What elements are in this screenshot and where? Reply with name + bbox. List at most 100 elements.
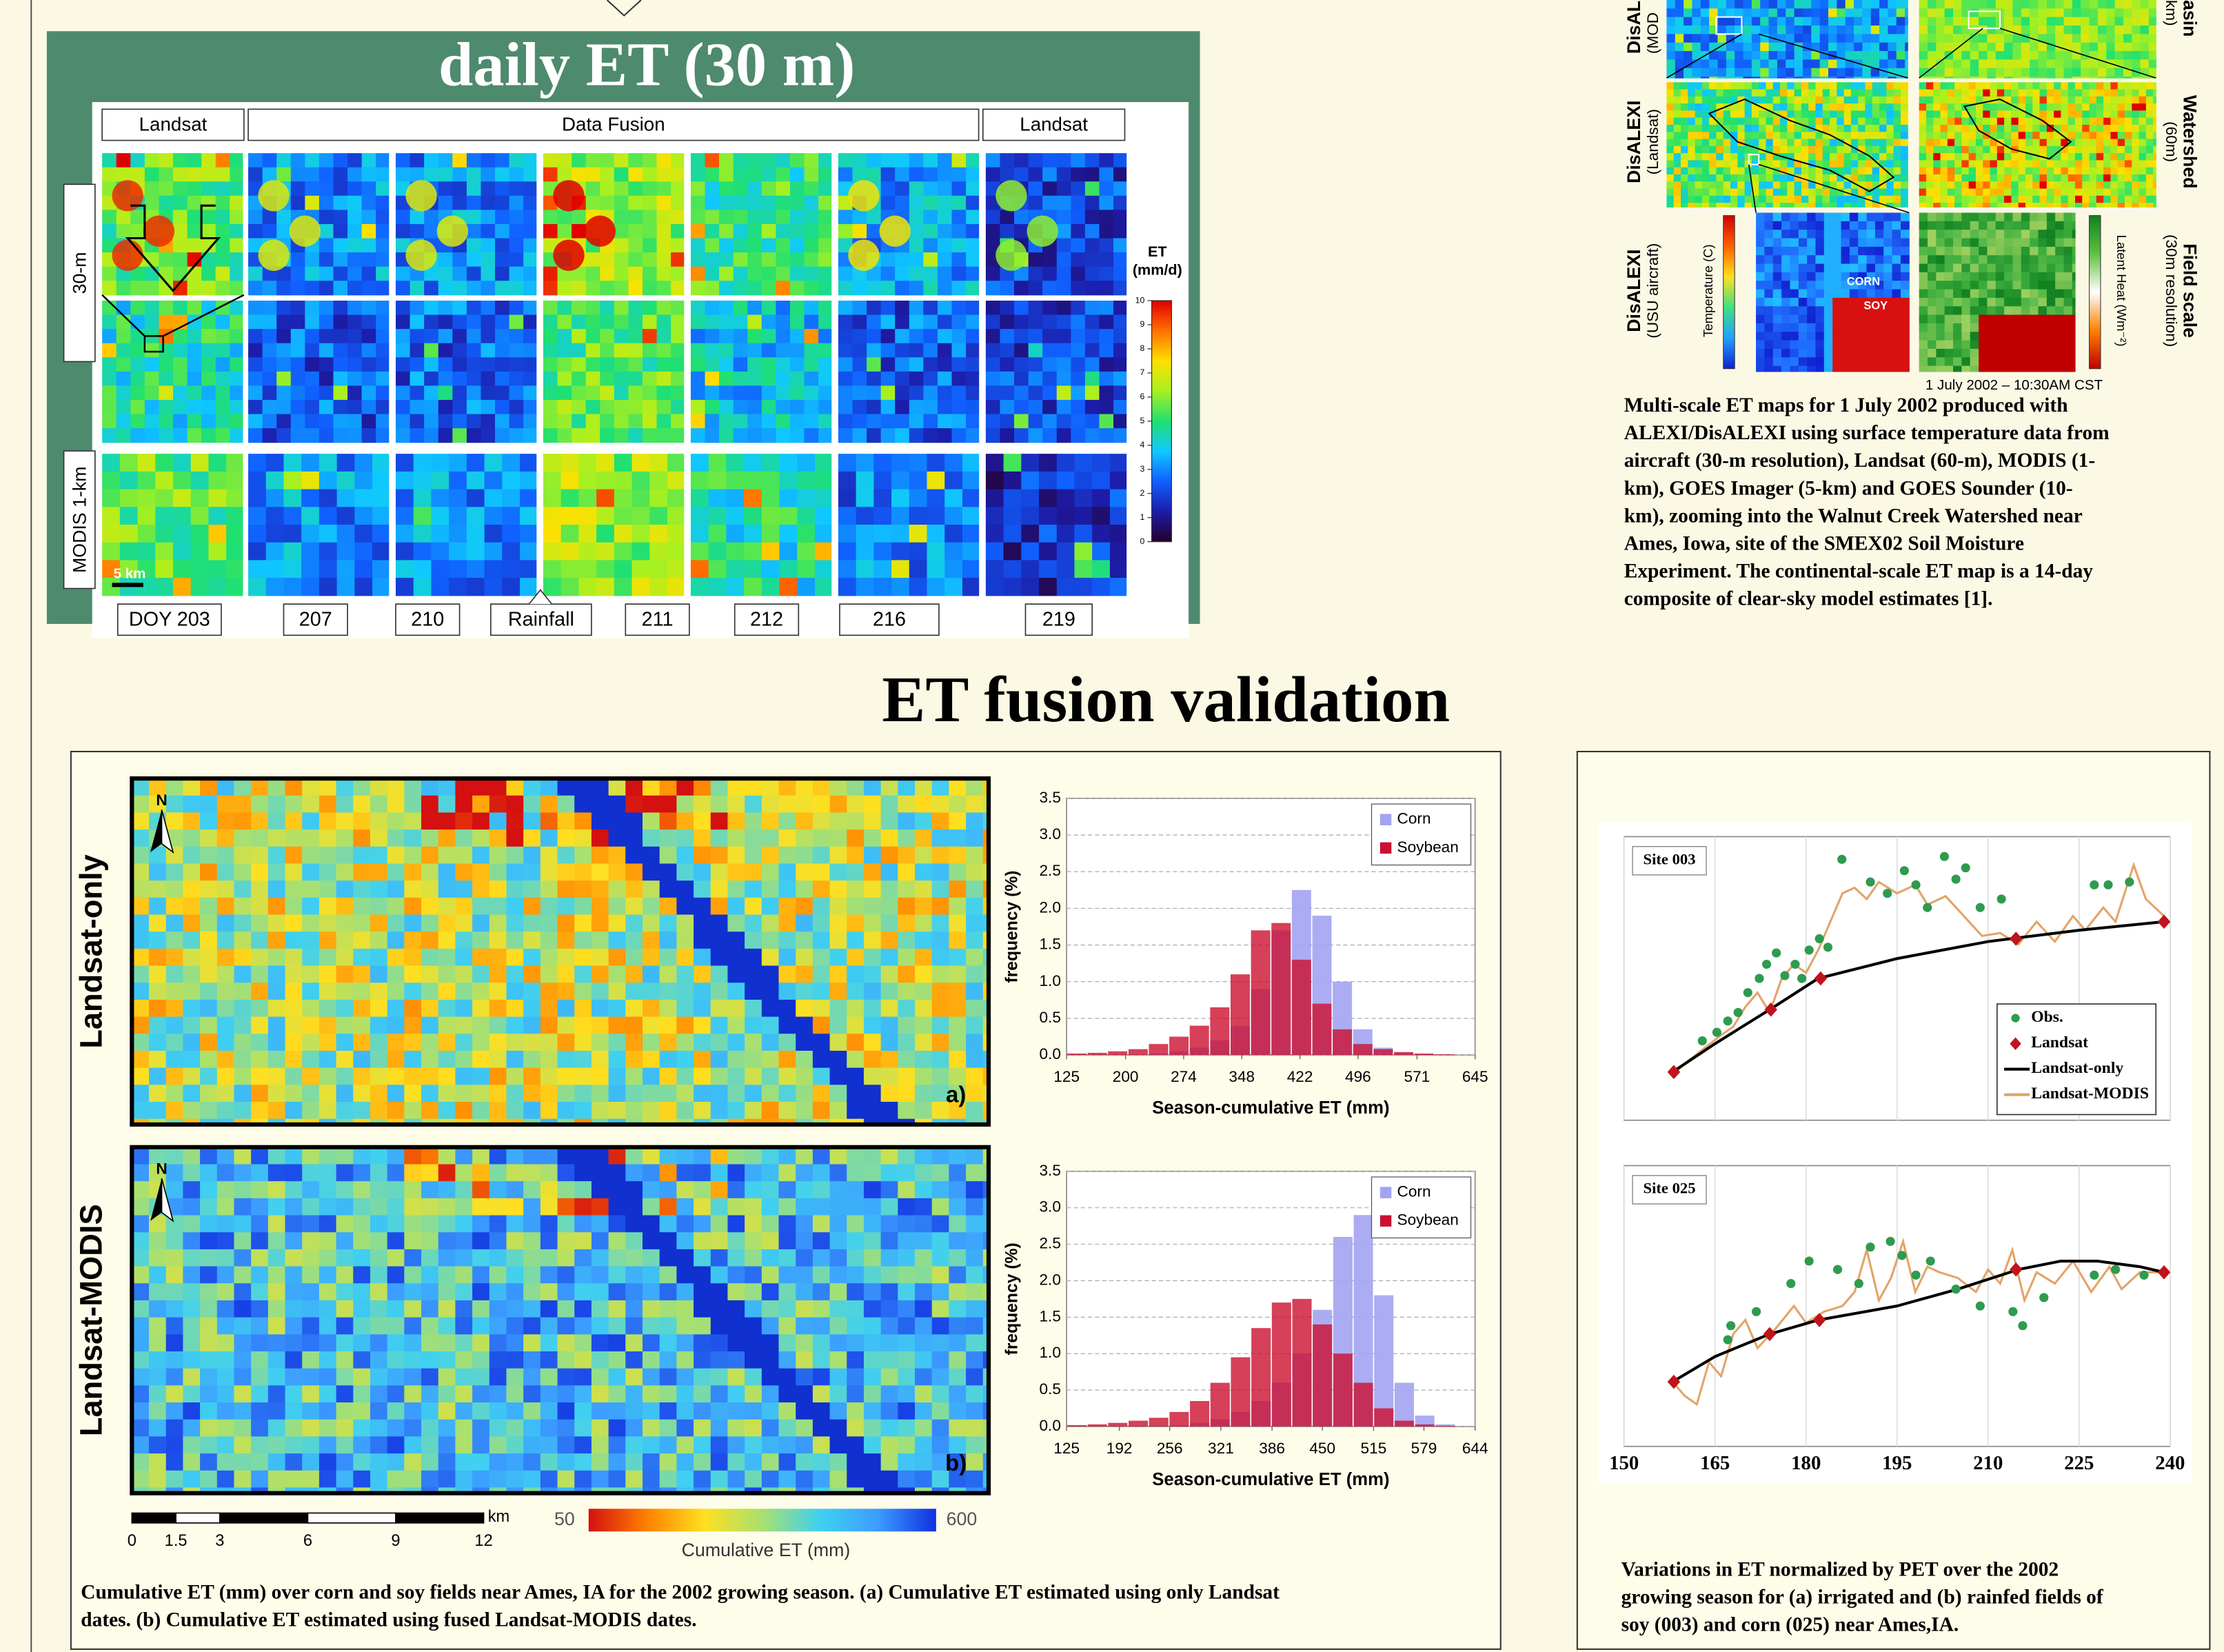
pixel [1815,247,1824,256]
pixel [1858,132,1866,139]
pixel [1057,543,1075,561]
pixel [2021,239,2030,248]
pixel [691,181,705,196]
pixel [155,507,173,525]
pixel [1997,181,2005,189]
pixel [745,915,762,932]
pixel [449,543,467,561]
pixel [2064,255,2073,264]
pixel [1004,472,1022,490]
pixel [370,778,387,796]
pixel [574,778,592,796]
pixel [201,400,216,414]
pixel [283,578,301,596]
pixel [1039,543,1057,561]
pixel [1730,146,1738,154]
pixel [523,153,536,168]
pixel [628,315,643,330]
pixel [1743,77,1752,79]
pixel [1961,168,1969,175]
pixel [216,400,230,414]
pixel [130,210,145,224]
pixel [657,414,671,429]
pixel [1936,306,1945,315]
pixel [506,880,523,898]
pixel [1057,490,1075,507]
pixel [1684,51,1692,60]
pixel [1970,264,1979,273]
pixel [230,414,243,429]
pixel [558,796,575,813]
pixel [1085,343,1100,358]
pixel [1071,385,1085,400]
pixel [2072,349,2076,358]
pixel [1795,90,1802,97]
raster-image [248,454,389,596]
pixel [1830,118,1837,125]
pixel [2132,196,2139,203]
pixel [520,507,536,525]
pixel [166,898,183,915]
pixel [2047,77,2056,79]
pixel [1760,0,1769,9]
pixel [1830,203,1837,208]
pixel [2072,8,2081,17]
pixel [2081,8,2090,17]
pixel [2075,153,2083,161]
pixel [362,252,376,267]
pixel [319,385,334,400]
pixel [1092,578,1110,596]
pixel [263,168,277,182]
pixel [818,181,831,196]
pixel [1996,357,2005,366]
pixel [1883,366,1892,372]
pixel [1766,203,1773,208]
pixel [1892,306,1901,315]
pixel [102,315,117,330]
pixel [938,181,952,196]
pixel [1824,221,1833,230]
pixel [1919,357,1928,366]
pixel [485,490,503,507]
pixel [657,224,671,239]
pixel [421,847,438,864]
pixel [2021,212,2030,221]
pixel [1695,139,1703,147]
pixel [830,778,847,796]
pixel [263,343,277,358]
pixel [543,525,561,543]
pixel [762,357,776,372]
pixel [1919,212,1928,221]
pixel [909,315,924,330]
pixel [2072,323,2076,332]
pixel [1832,357,1841,366]
pixel [909,454,927,472]
pixel [1764,290,1773,299]
pixel [1969,153,1977,161]
pixel [614,507,632,525]
pixel [2146,132,2154,139]
pixel [2098,8,2107,17]
pixel [1901,118,1908,125]
pixel [1780,139,1788,147]
pixel [1735,59,1743,68]
pixel [881,301,896,315]
pixel [734,400,748,414]
pixel [1799,247,1808,256]
pixel [1773,247,1782,256]
pixel [455,898,472,915]
pixel [1945,332,1954,341]
pixel [1961,0,1970,9]
pixel [1039,560,1057,578]
pixel [1760,68,1769,77]
pixel [1894,189,1901,197]
pixel [1701,77,1710,79]
pixel [1928,51,1937,60]
scale-bar-label: 5 km [114,565,146,581]
pixel [1777,8,1786,17]
pixel [1113,181,1126,196]
pixel [1901,82,1908,90]
pixel [2030,357,2039,366]
pixel [1871,51,1880,60]
pixel [1837,90,1844,97]
